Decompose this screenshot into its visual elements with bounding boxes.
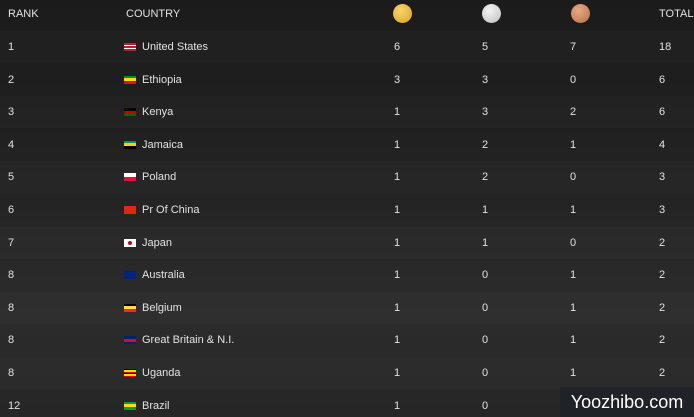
flag — [124, 173, 136, 182]
bronze-count: 2 — [569, 106, 577, 119]
rank-header: RANK — [8, 8, 39, 20]
rank: 2 — [8, 73, 15, 86]
country-name: Great Britain & N.I. — [142, 334, 235, 347]
flag — [124, 401, 136, 410]
silver-count: 1 — [481, 204, 489, 216]
gold-count: 1 — [393, 236, 401, 249]
country-name: Jamaica — [142, 138, 183, 151]
row-band — [0, 161, 694, 193]
bronze-count: 0 — [569, 236, 577, 249]
rank: 3 — [8, 106, 15, 119]
flag — [124, 140, 136, 149]
flag — [124, 238, 136, 247]
bronze-count: 1 — [569, 138, 577, 151]
flag — [124, 206, 136, 214]
total-count: 2 — [659, 301, 666, 314]
rank: 5 — [8, 171, 15, 184]
rank: 8 — [8, 334, 15, 347]
country-header: COUNTRY — [126, 8, 181, 20]
flag — [124, 303, 136, 312]
gold-count: 1 — [393, 204, 401, 216]
gold-icon — [393, 4, 412, 23]
gold-count: 1 — [393, 334, 401, 347]
gold-count: 1 — [393, 138, 401, 151]
silver-count: 1 — [481, 236, 489, 249]
bronze-icon — [571, 4, 590, 23]
row-band — [0, 31, 694, 63]
rank: 8 — [8, 301, 15, 314]
watermark: Yoozhibo.com — [560, 387, 694, 417]
bronze-count: 0 — [569, 73, 577, 86]
flag — [124, 108, 136, 117]
country-name: Pr Of China — [142, 204, 200, 216]
country-name: Kenya — [142, 106, 174, 119]
flag — [124, 271, 136, 280]
gold-count: 1 — [393, 171, 401, 184]
bronze-count: 1 — [569, 204, 577, 216]
total-count: 2 — [659, 334, 666, 347]
country-name: Japan — [142, 236, 172, 249]
flag — [124, 75, 136, 84]
silver-icon — [482, 4, 501, 23]
flag — [124, 336, 136, 345]
country-name: Belgium — [142, 301, 182, 314]
rank: 7 — [8, 236, 15, 249]
bronze-count: 1 — [569, 301, 577, 314]
silver-count: 3 — [481, 73, 489, 86]
silver-count: 2 — [481, 171, 489, 184]
silver-count: 0 — [481, 301, 489, 314]
rank: 8 — [8, 367, 15, 379]
row-band — [0, 357, 694, 389]
total-count: 6 — [659, 73, 666, 86]
row-band — [0, 292, 694, 324]
silver-count: 0 — [481, 269, 489, 282]
bronze-count: 1 — [569, 269, 577, 282]
gold-count: 1 — [393, 106, 401, 119]
silver-count: 0 — [481, 399, 489, 412]
silver-count: 3 — [481, 106, 489, 119]
country-name: Australia — [142, 269, 185, 282]
rank: 6 — [8, 204, 15, 216]
bronze-count: 7 — [569, 41, 577, 53]
gold-count: 1 — [393, 301, 401, 314]
gold-count: 3 — [393, 73, 401, 86]
country-name: Uganda — [142, 367, 181, 379]
gold-count: 1 — [393, 269, 401, 282]
rank: 12 — [8, 399, 21, 412]
bronze-count: 0 — [569, 171, 577, 184]
gold-count: 1 — [393, 399, 401, 412]
silver-count: 2 — [481, 138, 489, 151]
total-count: 4 — [659, 138, 666, 151]
total-count: 2 — [659, 269, 666, 282]
flag — [124, 43, 136, 51]
total-count: 2 — [659, 236, 666, 249]
silver-count: 0 — [481, 367, 489, 379]
country-name: Ethiopia — [142, 73, 182, 86]
row-band — [0, 96, 694, 128]
bronze-count: 1 — [569, 367, 577, 379]
gold-count: 1 — [393, 367, 401, 379]
silver-count: 5 — [481, 41, 489, 53]
total-header: TOTAL — [659, 8, 694, 20]
silver-count: 0 — [481, 334, 489, 347]
rank: 1 — [8, 41, 15, 53]
flag — [124, 369, 136, 377]
total-count: 2 — [659, 367, 666, 379]
gold-count: 6 — [393, 41, 401, 53]
total-count: 3 — [659, 204, 666, 216]
rank: 8 — [8, 269, 15, 282]
bronze-count: 1 — [569, 334, 577, 347]
row-band — [0, 227, 694, 259]
country-name: Brazil — [142, 399, 170, 412]
total-count: 6 — [659, 106, 666, 119]
rank: 4 — [8, 138, 15, 151]
country-name: Poland — [142, 171, 177, 184]
country-name: United States — [142, 41, 209, 53]
total-count: 3 — [659, 171, 666, 184]
total-count: 18 — [659, 41, 672, 53]
